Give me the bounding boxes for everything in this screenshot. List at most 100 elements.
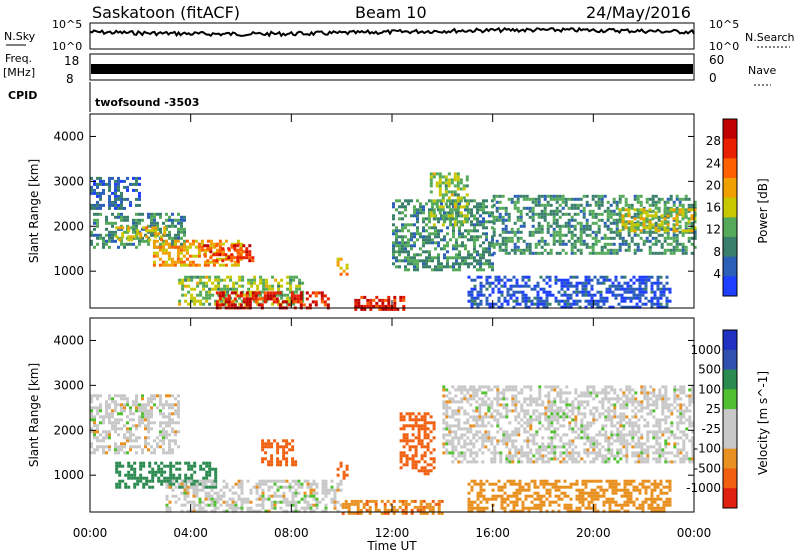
velocity-cell-1 bbox=[163, 479, 167, 483]
velocity-cell-7 bbox=[577, 412, 581, 416]
power-cell-11 bbox=[540, 230, 544, 234]
velocity-cell-7 bbox=[580, 418, 584, 422]
power-cell-9 bbox=[428, 217, 431, 221]
velocity-cell-6 bbox=[417, 430, 421, 434]
power-cell-9 bbox=[455, 256, 458, 260]
power-cell-11 bbox=[603, 236, 607, 240]
power-cell-11 bbox=[549, 251, 553, 255]
velocity-cell-0 bbox=[156, 436, 159, 440]
power-cell-0 bbox=[102, 242, 105, 246]
power-cell-5 bbox=[199, 281, 203, 285]
power-cell-13 bbox=[506, 290, 510, 294]
velocity-cell-0 bbox=[126, 430, 129, 434]
velocity-cell-5 bbox=[437, 508, 441, 512]
velocity-cell-2 bbox=[192, 485, 196, 489]
power-cell-13 bbox=[527, 299, 531, 303]
power-cell-1 bbox=[114, 194, 117, 198]
velocity-cell-2 bbox=[267, 509, 271, 513]
power-cell-0 bbox=[153, 218, 156, 222]
power-cell-13 bbox=[590, 299, 594, 303]
velocity-cell-2 bbox=[231, 485, 235, 489]
velocity-cell-2 bbox=[315, 506, 319, 510]
power-cell-13 bbox=[512, 293, 516, 297]
velocity-cell-0 bbox=[162, 415, 165, 419]
power-cell-11 bbox=[618, 200, 622, 204]
power-cell-11 bbox=[561, 248, 565, 252]
velocity-cell-7 bbox=[559, 436, 563, 440]
velocity-cell-7 bbox=[577, 427, 581, 431]
velocity-cell-0 bbox=[138, 424, 141, 428]
power-cell-11 bbox=[630, 239, 634, 243]
power-cell-1 bbox=[96, 182, 99, 186]
power-cell-0 bbox=[132, 242, 135, 246]
power-cell-3 bbox=[197, 254, 201, 258]
power-cell-11 bbox=[654, 251, 658, 255]
power-cell-1 bbox=[138, 203, 141, 207]
power-cell-13 bbox=[479, 299, 483, 303]
velocity-cell-7 bbox=[559, 415, 563, 419]
power-cell-7 bbox=[360, 295, 364, 299]
power-cell-10 bbox=[438, 208, 442, 212]
power-cell-0 bbox=[126, 215, 129, 219]
power-cell-13 bbox=[626, 296, 630, 300]
velocity-cell-1 bbox=[154, 461, 158, 465]
velocity-cell-7 bbox=[466, 430, 470, 434]
power-cell-3 bbox=[167, 251, 171, 255]
velocity-cell-7 bbox=[541, 457, 545, 461]
velocity-cell-1 bbox=[181, 485, 185, 489]
power-cell-9 bbox=[470, 262, 473, 266]
power-cell-5 bbox=[214, 278, 218, 282]
power-cell-11 bbox=[594, 221, 598, 225]
power-cell-9 bbox=[440, 229, 443, 233]
power-cell-1 bbox=[102, 191, 105, 195]
velocity-cell-7 bbox=[577, 406, 581, 410]
velocity-cell-7 bbox=[535, 400, 539, 404]
velocity-cell-1 bbox=[124, 473, 128, 477]
power-cell-0 bbox=[138, 212, 141, 216]
power-cell-12 bbox=[651, 223, 655, 227]
velocity-cell-7 bbox=[574, 391, 578, 395]
velocity-cell-0 bbox=[132, 445, 135, 449]
velocity-cell-7 bbox=[619, 412, 623, 416]
power-cell-11 bbox=[516, 230, 520, 234]
power-cell-13 bbox=[617, 284, 621, 288]
velocity-cell-7 bbox=[565, 400, 569, 404]
power-cell-11 bbox=[558, 251, 562, 255]
velocity-cell-7 bbox=[592, 439, 596, 443]
velocity-cell-7 bbox=[529, 385, 533, 389]
velocity-cell-2 bbox=[312, 488, 316, 492]
power-cell-11 bbox=[585, 227, 589, 231]
power-cell-13 bbox=[479, 302, 483, 306]
velocity-cell-6 bbox=[402, 418, 406, 422]
velocity-cell-7 bbox=[538, 454, 542, 458]
power-cell-10 bbox=[462, 187, 466, 191]
power-cell-12 bbox=[648, 223, 652, 227]
power-cell-4 bbox=[239, 256, 243, 260]
velocity-cell-7 bbox=[577, 400, 581, 404]
power-cell-11 bbox=[636, 212, 640, 216]
power-cell-0 bbox=[120, 212, 123, 216]
power-cell-11 bbox=[510, 197, 514, 201]
velocity-cell-0 bbox=[144, 406, 147, 410]
power-cell-13 bbox=[653, 302, 657, 306]
velocity-cell-7 bbox=[499, 403, 503, 407]
power-cell-13 bbox=[572, 302, 576, 306]
power-cell-9 bbox=[428, 232, 431, 236]
velocity-cell-7 bbox=[505, 457, 509, 461]
velocity-cell-7 bbox=[544, 409, 548, 413]
velocity-cell-6 bbox=[432, 457, 436, 461]
velocity-cell-0 bbox=[144, 436, 147, 440]
power-cell-7 bbox=[354, 301, 358, 305]
power-cell-11 bbox=[498, 200, 502, 204]
power-cell-10 bbox=[444, 181, 448, 185]
power-cell-10 bbox=[465, 202, 469, 206]
velocity-cell-7 bbox=[517, 421, 521, 425]
power-cell-6 bbox=[227, 300, 231, 304]
velocity-cell-0 bbox=[150, 400, 153, 404]
velocity-cell-0 bbox=[162, 436, 165, 440]
velocity-cell-5 bbox=[365, 508, 369, 512]
power-cell-5 bbox=[217, 284, 221, 288]
power-cell-13 bbox=[530, 287, 534, 291]
velocity-cell-7 bbox=[472, 424, 476, 428]
velocity-cell-7 bbox=[643, 451, 647, 455]
